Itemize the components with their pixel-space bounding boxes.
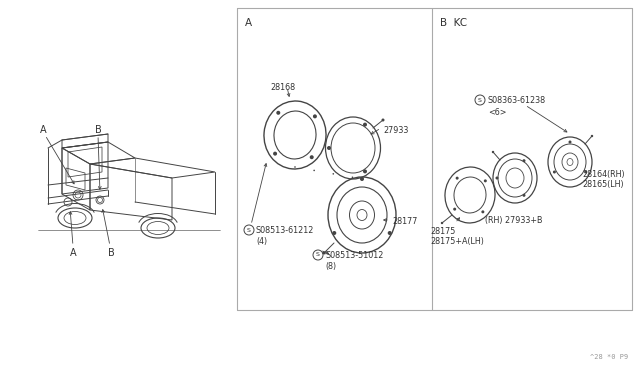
Circle shape [361,178,363,180]
Text: S08513-51012: S08513-51012 [325,251,383,260]
Text: (8): (8) [325,262,336,271]
Circle shape [495,176,499,180]
Circle shape [568,141,572,144]
Text: 28175+A(LH): 28175+A(LH) [430,237,484,246]
Circle shape [273,152,277,155]
Text: (4): (4) [256,237,267,246]
Text: B  KC: B KC [440,18,467,28]
Text: 28175: 28175 [430,227,456,236]
Text: S08513-61212: S08513-61212 [256,226,314,235]
Circle shape [492,151,494,153]
Circle shape [294,166,296,168]
Text: A: A [70,248,77,258]
Text: S: S [316,253,320,257]
Text: A: A [40,125,47,135]
Circle shape [314,170,315,171]
Circle shape [276,111,280,115]
Circle shape [310,155,314,159]
Circle shape [313,114,317,118]
Text: 28177: 28177 [392,217,417,226]
Text: <6>: <6> [488,108,506,117]
Circle shape [484,179,487,182]
Circle shape [388,231,392,235]
Circle shape [363,123,367,126]
Circle shape [323,251,326,254]
Circle shape [481,210,484,214]
Circle shape [553,170,556,173]
Text: S08363-61238: S08363-61238 [488,96,546,105]
Circle shape [360,177,364,181]
Circle shape [363,169,367,173]
Text: 28164(RH): 28164(RH) [582,170,625,179]
Text: ^28 *0 P9: ^28 *0 P9 [589,354,628,360]
Circle shape [456,177,459,180]
Text: S: S [247,228,251,232]
Circle shape [381,119,385,122]
Circle shape [522,194,525,197]
Text: A: A [245,18,252,28]
Circle shape [332,231,336,235]
Text: 28165(LH): 28165(LH) [582,180,623,189]
Text: B: B [108,248,115,258]
Circle shape [453,208,456,211]
Circle shape [441,222,443,224]
Circle shape [591,135,593,137]
Text: B: B [95,125,102,135]
Circle shape [522,159,525,162]
Circle shape [584,170,587,173]
Circle shape [327,146,331,150]
Text: (RH) 27933+B: (RH) 27933+B [485,216,543,225]
Circle shape [351,176,353,178]
Circle shape [333,173,334,175]
Text: 27933: 27933 [383,126,408,135]
Text: S: S [478,97,482,103]
Text: 28168: 28168 [270,83,295,92]
